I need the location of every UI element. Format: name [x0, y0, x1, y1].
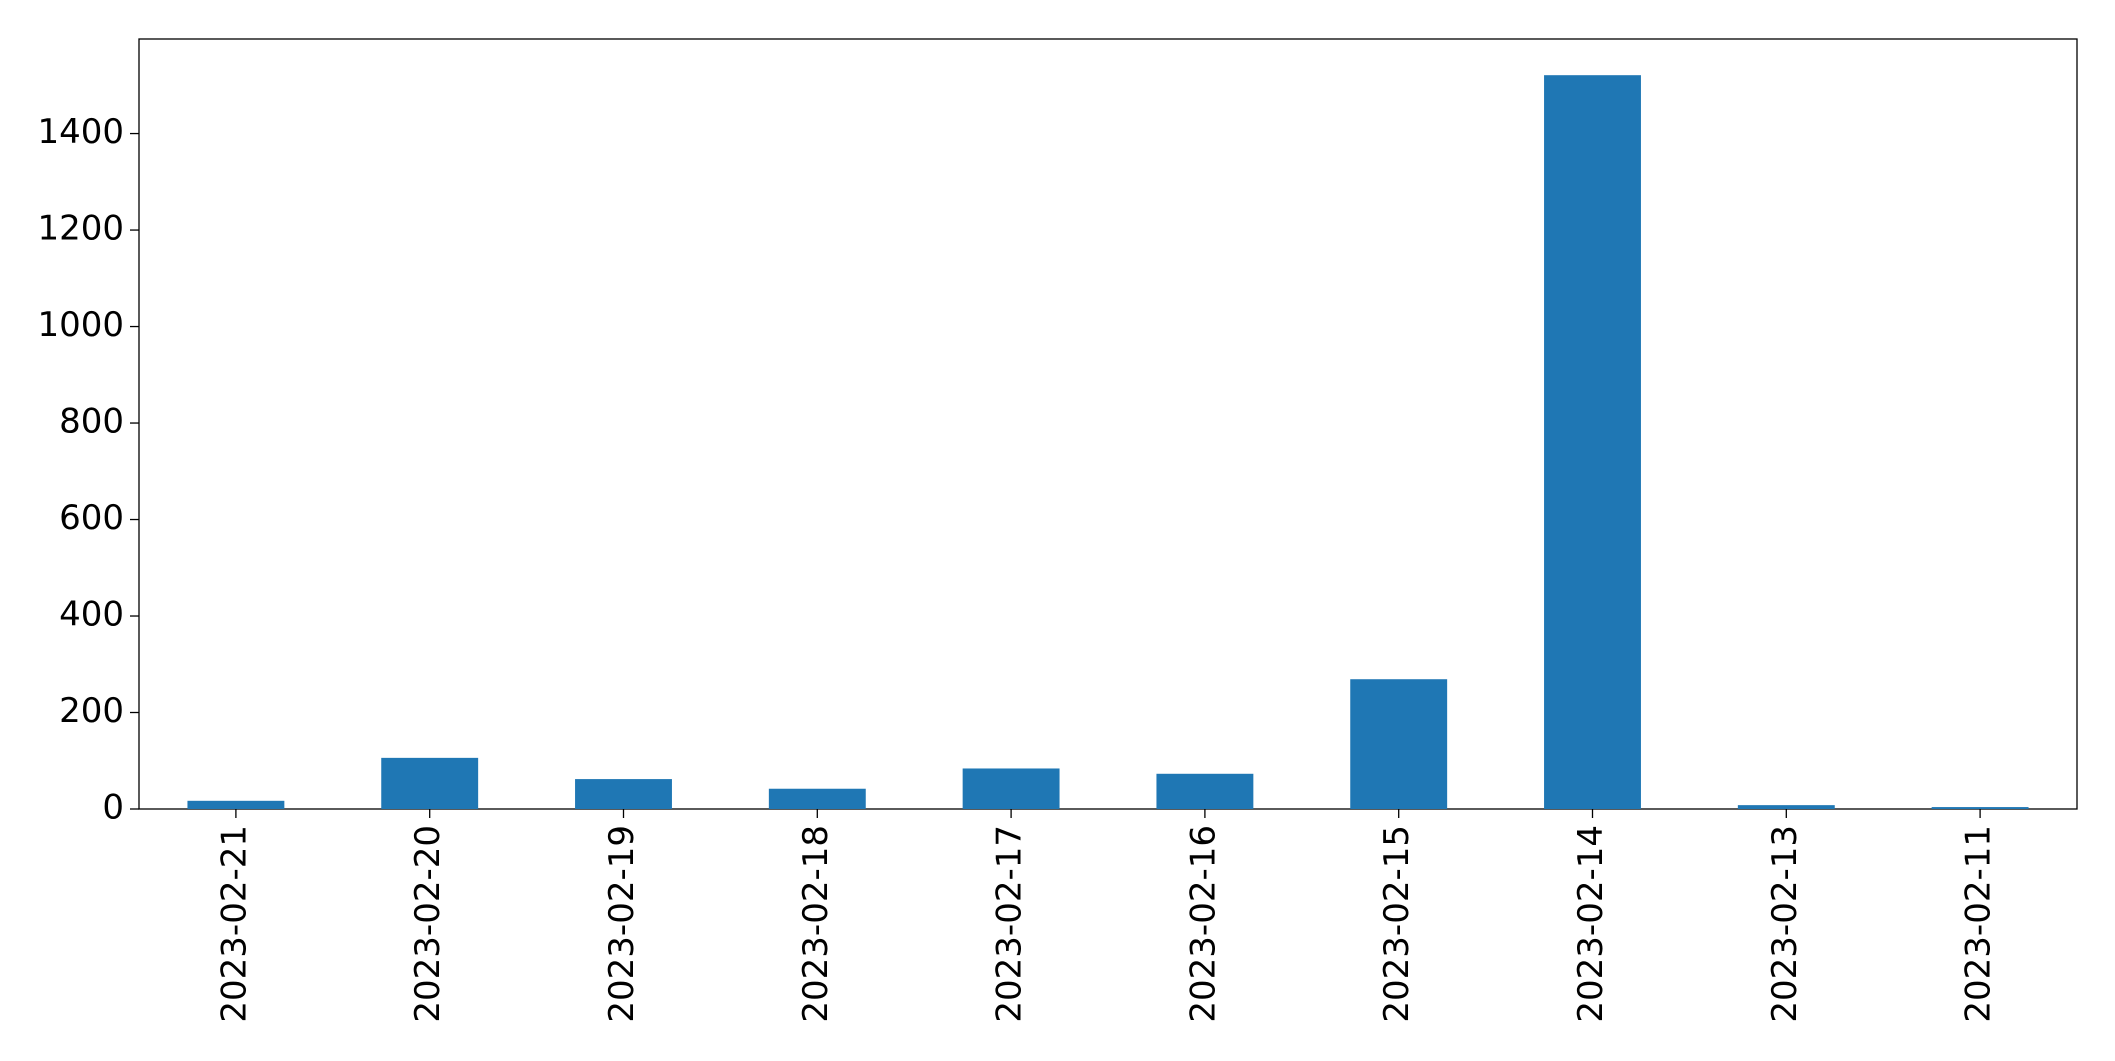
y-tick-label: 1400	[37, 112, 124, 152]
bar	[1350, 679, 1448, 809]
x-tick-label: 2023-02-17	[990, 825, 1030, 1023]
bar	[1544, 75, 1641, 810]
y-tick-label: 600	[59, 498, 124, 538]
x-tick-label: 2023-02-15	[1377, 825, 1417, 1023]
bar	[1737, 805, 1835, 809]
bar	[575, 779, 672, 809]
bar	[1156, 773, 1254, 809]
x-tick-label: 2023-02-18	[796, 825, 836, 1023]
x-tick-label: 2023-02-11	[1959, 825, 1999, 1023]
x-tick-label: 2023-02-13	[1765, 825, 1805, 1023]
y-tick-label: 0	[102, 788, 124, 828]
x-tick-label: 2023-02-16	[1183, 825, 1223, 1023]
bar	[1931, 807, 2029, 809]
bar	[187, 800, 285, 809]
x-tick-label: 2023-02-21	[214, 825, 254, 1023]
y-tick-label: 1000	[37, 305, 124, 345]
bar	[962, 768, 1060, 809]
y-tick-label: 1200	[37, 209, 124, 249]
y-tick-label: 200	[59, 691, 124, 731]
y-tick-label: 400	[59, 595, 124, 635]
x-tick-label: 2023-02-20	[408, 825, 448, 1023]
x-tick-label: 2023-02-19	[602, 825, 642, 1023]
x-tick-label: 2023-02-14	[1571, 825, 1611, 1023]
bar	[381, 757, 479, 809]
plot-frame	[138, 38, 2078, 810]
y-tick-label: 800	[59, 402, 124, 442]
bar	[768, 788, 866, 809]
